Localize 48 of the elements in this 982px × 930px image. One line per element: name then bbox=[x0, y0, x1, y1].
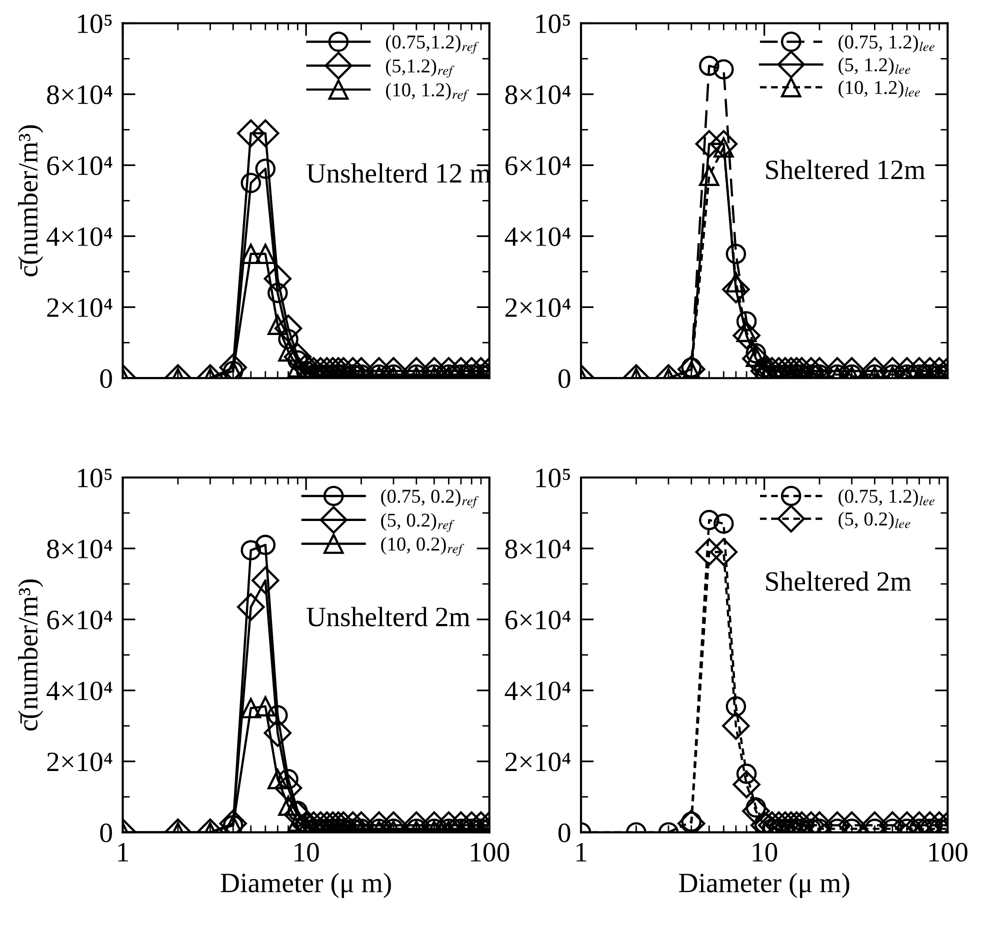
legend-label: (10, 1.2)$_{lee}$ bbox=[838, 80, 920, 98]
y-tick-label: 8×10⁴ bbox=[47, 85, 112, 104]
y-tick-label: 6×10⁴ bbox=[47, 156, 112, 176]
y-tick-label: 6×10⁴ bbox=[505, 610, 571, 630]
y-tick-label: 4×10⁴ bbox=[504, 682, 571, 700]
y-tick-label: 10⁵ bbox=[536, 14, 570, 34]
x-tick-label: 10 bbox=[294, 842, 319, 862]
legend-label: (5, 1.2)$_{lee}$ bbox=[838, 58, 910, 76]
y-tick-label: 10⁵ bbox=[78, 468, 112, 488]
annotation: Sheltered 2m bbox=[766, 571, 912, 591]
legend-label: (5, 0.2)$_{lee}$ bbox=[838, 512, 910, 530]
y-tick-label: 6×10⁴ bbox=[47, 610, 112, 630]
x-tick-label: 100 bbox=[929, 842, 968, 862]
y-tick-label: 2×10⁴ bbox=[47, 298, 112, 318]
legend-label: (5,1.2)$_{ref}$ bbox=[386, 58, 454, 78]
x-tick-label: 1 bbox=[576, 843, 586, 862]
y-tick-label: 0 bbox=[100, 824, 112, 842]
y-tick-label: 2×10⁴ bbox=[47, 752, 112, 772]
y-tick-label: 8×10⁴ bbox=[47, 540, 112, 558]
annotation: Sheltered 12m bbox=[766, 160, 926, 180]
y-axis-title: c̄(number/m³) bbox=[18, 579, 44, 731]
x-tick-label: 100 bbox=[470, 842, 510, 862]
y-tick-label: 8×10⁴ bbox=[505, 85, 571, 104]
annotation: Unshelterd 2m bbox=[306, 606, 470, 626]
y-tick-label: 10⁵ bbox=[78, 14, 112, 34]
y-tick-label: 8×10⁴ bbox=[505, 540, 571, 558]
y-tick-label: 4×10⁴ bbox=[46, 682, 112, 700]
y-tick-label: 0 bbox=[558, 369, 570, 388]
y-tick-label: 2×10⁴ bbox=[506, 752, 571, 772]
x-axis-title: Diameter (μ m) bbox=[679, 872, 850, 898]
y-tick-label: 6×10⁴ bbox=[505, 156, 571, 176]
legend-label: (10, 1.2)$_{ref}$ bbox=[386, 82, 469, 102]
y-tick-label: 0 bbox=[558, 824, 570, 842]
y-tick-label: 10⁵ bbox=[536, 468, 570, 488]
legend-label: (10, 0.2)$_{ref}$ bbox=[381, 536, 464, 556]
y-tick-label: 4×10⁴ bbox=[504, 227, 571, 246]
legend-label: (0.75,1.2)$_{ref}$ bbox=[386, 34, 479, 54]
y-axis-title: c̄(number/m³) bbox=[18, 125, 44, 276]
x-axis-title: Diameter (μ m) bbox=[220, 872, 391, 898]
x-tick-label: 10 bbox=[752, 842, 778, 862]
y-tick-label: 2×10⁴ bbox=[506, 298, 571, 318]
y-tick-label: 0 bbox=[100, 369, 112, 388]
legend-label: (0.75, 0.2)$_{ref}$ bbox=[381, 489, 479, 508]
legend-label: (0.75, 1.2)$_{lee}$ bbox=[838, 34, 935, 53]
y-tick-label: 4×10⁴ bbox=[46, 227, 112, 246]
legend-label: (5, 0.2)$_{ref}$ bbox=[381, 513, 454, 532]
x-tick-label: 1 bbox=[118, 843, 128, 862]
legend-label: (0.75, 1.2)$_{lee}$ bbox=[838, 489, 935, 507]
